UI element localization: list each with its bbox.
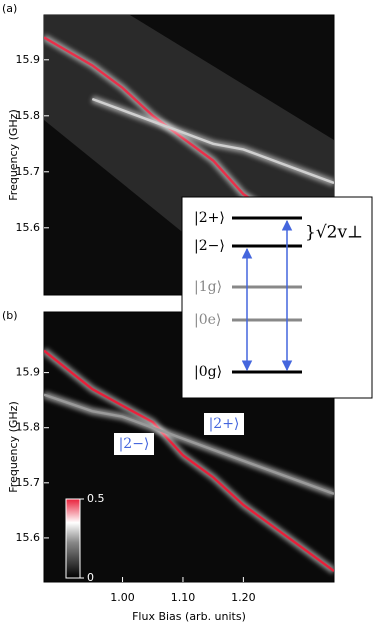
colorbar-tick-label: 0 (87, 571, 94, 584)
annotation-box (114, 433, 154, 455)
line (91, 97, 334, 185)
colorbar (65, 498, 81, 579)
y-tick-label: 15.6 (16, 221, 41, 234)
inset-frame (181, 196, 373, 399)
x-tick-label: 1.20 (231, 591, 256, 604)
y-tick-label: 15.8 (16, 109, 41, 122)
y-tick-label: 15.9 (16, 53, 41, 66)
level-label: |2+⟩ (194, 210, 225, 226)
y-tick-label: 15.7 (16, 165, 41, 178)
panel-label: (a) (2, 2, 17, 15)
level-label: |1g⟩ (194, 279, 222, 295)
y-tick-label: 15.9 (16, 366, 41, 379)
inset: |2+⟩ |2−⟩ |1g⟩ |0e⟩ |0g⟩ }√2v⊥ (181, 196, 373, 399)
y-tick-label: 15.6 (16, 531, 41, 544)
y-axis-label: Frequency (GHz) (7, 401, 20, 492)
level-label: |2−⟩ (194, 238, 225, 254)
annotation: |2+⟩ (209, 416, 240, 432)
splitting-label: }√2v⊥ (305, 223, 363, 243)
annotation-box (204, 413, 244, 435)
level-label: |0g⟩ (194, 364, 222, 380)
annotation: |2−⟩ (119, 436, 150, 452)
level-label: |0e⟩ (194, 312, 221, 328)
y-tick-label: 15.8 (16, 421, 41, 434)
colorbar-tick-label: 0.5 (87, 492, 105, 505)
line (44, 393, 334, 495)
y-tick-label: 15.7 (16, 476, 41, 489)
panel-b-lines (44, 347, 334, 574)
x-tick-label: 1.00 (110, 591, 135, 604)
panel-label: (b) (2, 309, 18, 322)
x-axis-label: Flux Bias (arb. units) (132, 610, 246, 623)
line (44, 349, 334, 573)
y-axis-label: Frequency (GHz) (7, 109, 20, 200)
x-tick-label: 1.10 (171, 591, 196, 604)
